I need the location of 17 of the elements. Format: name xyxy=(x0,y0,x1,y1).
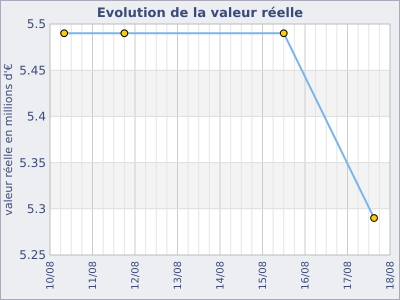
y-tick-label: 5.3 xyxy=(26,202,46,216)
y-tick-label: 5.25 xyxy=(19,248,46,262)
x-tick-label: 15/08 xyxy=(258,261,269,290)
x-tick-label: 11/08 xyxy=(88,261,99,290)
x-tick-label: 14/08 xyxy=(216,261,226,290)
x-tick-label: 10/08 xyxy=(46,261,56,290)
y-tick-label: 5.5 xyxy=(26,17,46,32)
x-tick-label: 17/08 xyxy=(343,261,354,290)
x-tick-label: 16/08 xyxy=(300,261,312,290)
y-tick-label: 5.4 xyxy=(26,110,46,124)
x-tick-label: 13/08 xyxy=(173,261,184,290)
x-tick-label: 18/08 xyxy=(386,261,396,290)
y-tick-label: 5.35 xyxy=(19,156,46,170)
chart-title: Evolution de la valeur réelle xyxy=(96,6,304,21)
y-axis-title: valeur réelle en millions d'€ xyxy=(2,63,15,216)
y-tick-label: 5.45 xyxy=(19,63,46,78)
x-tick-label: 12/08 xyxy=(130,261,142,290)
